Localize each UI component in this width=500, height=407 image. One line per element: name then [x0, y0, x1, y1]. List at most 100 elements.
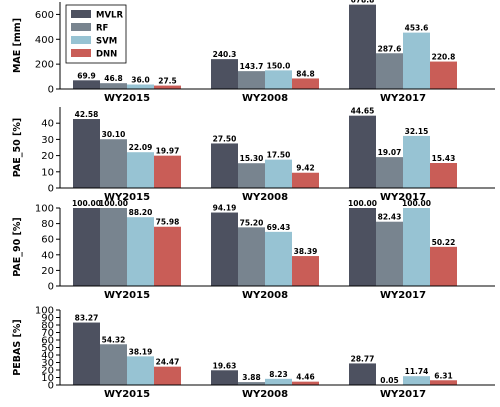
data-label: 19.63: [213, 361, 237, 370]
data-label: 0.05: [380, 376, 399, 385]
bar-svm-wy2017: [403, 33, 430, 89]
data-label: 150.0: [267, 61, 291, 70]
bar-dnn-wy2015: [154, 227, 181, 286]
y-tick-label: 400: [35, 35, 54, 46]
y-tick-label: 600: [35, 10, 54, 21]
bar-mvlr-wy2008: [211, 59, 238, 89]
bar-rf-wy2015: [100, 139, 127, 188]
bar-svm-wy2008: [265, 379, 292, 385]
x-tick-label: WY2017: [380, 93, 426, 104]
bar-mvlr-wy2008: [211, 370, 238, 385]
x-tick-label: WY2015: [104, 93, 150, 104]
data-label: 100.00: [348, 199, 377, 208]
y-tick-label: 30: [41, 135, 54, 146]
data-label: 28.77: [351, 354, 375, 363]
data-label: 100.00: [72, 199, 101, 208]
x-tick-label: WY2008: [242, 192, 288, 203]
data-label: 27.50: [213, 134, 237, 143]
bar-dnn-wy2008: [292, 256, 319, 286]
bar-svm-wy2017: [403, 208, 430, 286]
data-label: 27.5: [158, 77, 177, 86]
legend-label: RF: [96, 24, 109, 34]
bar-rf-wy2017: [376, 53, 403, 89]
data-label: 4.46: [296, 373, 315, 382]
x-tick-label: WY2015: [104, 290, 150, 301]
bar-mvlr-wy2015: [73, 119, 100, 188]
bar-rf-wy2015: [100, 83, 127, 89]
data-label: 75.20: [240, 218, 264, 227]
data-label: 30.10: [102, 130, 126, 139]
y-tick-label: 0: [48, 184, 54, 195]
y-tick-label: 0: [48, 282, 54, 293]
data-label: 100.00: [99, 199, 128, 208]
data-label: 36.0: [131, 76, 150, 85]
y-tick-label: 100: [35, 306, 54, 317]
data-label: 15.30: [240, 154, 264, 163]
bar-rf-wy2008: [238, 163, 265, 188]
legend-swatch-rf: [71, 23, 91, 31]
bar-dnn-wy2015: [154, 86, 181, 89]
data-label: 38.39: [294, 247, 318, 256]
data-label: 32.15: [405, 127, 429, 136]
bar-rf-wy2008: [238, 227, 265, 286]
x-tick-label: WY2008: [242, 290, 288, 301]
data-label: 69.43: [267, 223, 291, 232]
data-label: 19.07: [378, 148, 402, 157]
bar-svm-wy2015: [127, 85, 154, 89]
data-label: 94.19: [213, 204, 237, 213]
bar-svm-wy2008: [265, 160, 292, 188]
x-tick-label: WY2008: [242, 93, 288, 104]
data-label: 42.58: [75, 110, 99, 119]
data-label: 453.6: [405, 24, 429, 33]
data-label: 19.97: [156, 147, 180, 156]
data-label: 100.00: [402, 199, 431, 208]
bar-mvlr-wy2015: [73, 323, 100, 385]
bar-rf-wy2008: [238, 71, 265, 89]
data-label: 83.27: [75, 314, 99, 323]
y-tick-label: 0: [48, 85, 54, 96]
data-label: 46.8: [104, 74, 123, 83]
bar-svm-wy2015: [127, 152, 154, 188]
bar-mvlr-wy2017: [349, 208, 376, 286]
data-label: 82.43: [378, 213, 402, 222]
y-tick-label: 40: [41, 119, 54, 130]
data-label: 143.7: [240, 62, 264, 71]
y-tick-label: 200: [35, 60, 54, 71]
data-label: 9.42: [296, 164, 315, 173]
data-label: 17.50: [267, 151, 291, 160]
legend-label: DNN: [96, 50, 117, 60]
y-axis-label: MAE [mm]: [12, 18, 23, 73]
y-axis-label: PAE_90 [%]: [12, 217, 23, 276]
y-tick-label: 40: [41, 250, 54, 261]
y-axis-label: PEBAS [%]: [12, 319, 23, 375]
bar-svm-wy2015: [127, 217, 154, 286]
x-tick-label: WY2017: [380, 389, 426, 400]
data-label: 38.19: [129, 347, 153, 356]
bar-svm-wy2008: [265, 232, 292, 286]
data-label: 11.74: [405, 367, 429, 376]
bar-svm-wy2015: [127, 356, 154, 385]
data-label: 22.09: [129, 143, 153, 152]
bar-rf-wy2017: [376, 222, 403, 286]
data-label: 220.8: [432, 53, 456, 62]
x-tick-label: WY2008: [242, 389, 288, 400]
bar-mvlr-wy2015: [73, 208, 100, 286]
y-tick-label: 100: [35, 204, 54, 215]
bar-dnn-wy2015: [154, 156, 181, 188]
y-axis-label: PAE_50 [%]: [12, 118, 23, 177]
data-label: 240.3: [213, 50, 237, 59]
x-tick-label: WY2015: [104, 389, 150, 400]
data-label: 24.47: [156, 358, 180, 367]
y-tick-label: 80: [41, 219, 54, 230]
bar-svm-wy2008: [265, 70, 292, 89]
bar-rf-wy2017: [376, 157, 403, 188]
legend-label: SVM: [96, 37, 117, 47]
bar-dnn-wy2017: [430, 247, 457, 286]
data-label: 50.22: [432, 238, 456, 247]
bar-dnn-wy2017: [430, 62, 457, 89]
data-label: 69.9: [77, 71, 96, 80]
bar-rf-wy2015: [100, 344, 127, 385]
bar-dnn-wy2017: [430, 163, 457, 188]
